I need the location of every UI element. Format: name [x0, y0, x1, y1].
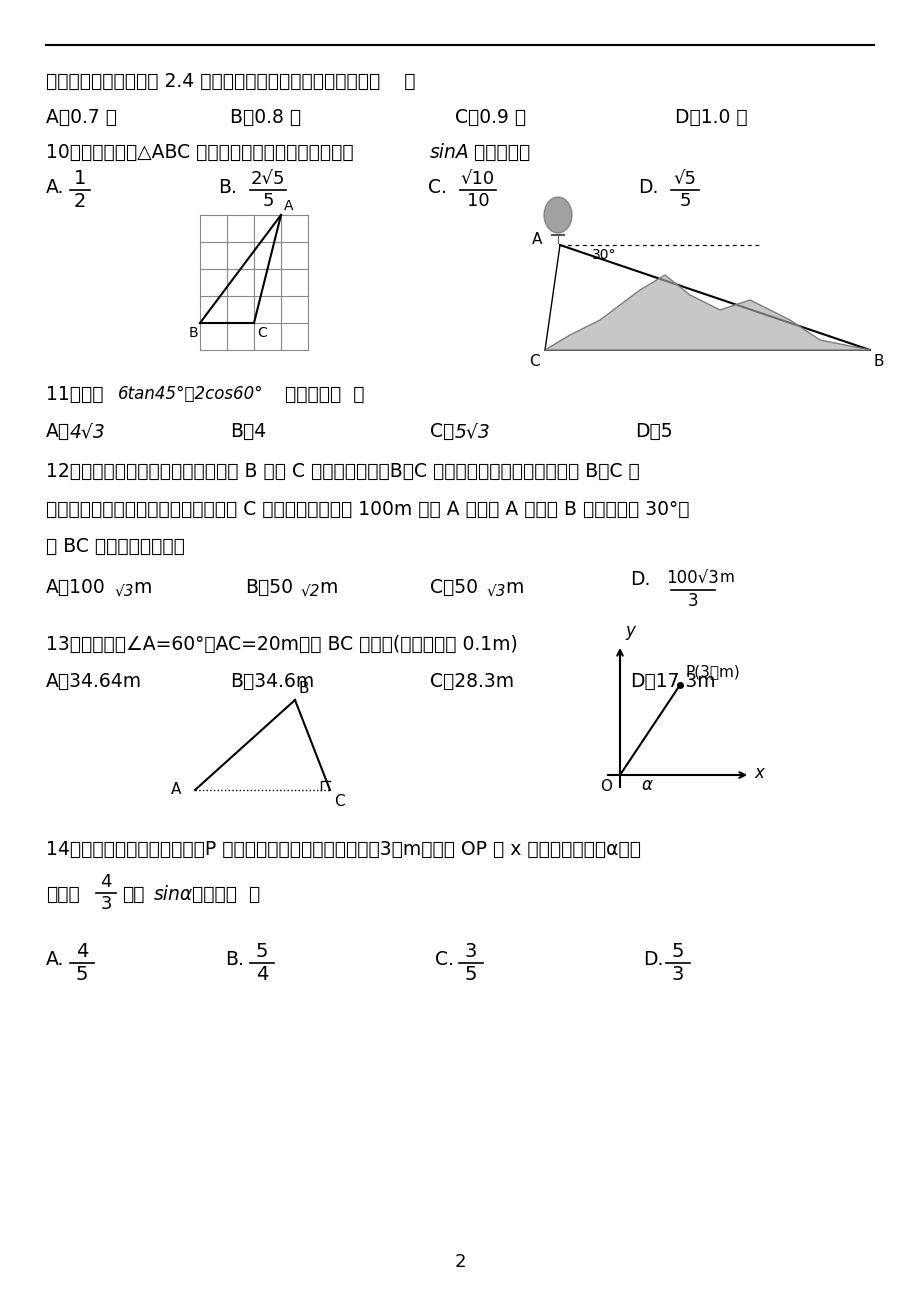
Text: m: m	[720, 570, 734, 585]
Text: 地之间的距离，某工程师乘坐热气球从 C 地出发，垂直上升 100m 到达 A 处，在 A 处观察 B 地的俯角为 30°，: 地之间的距离，某工程师乘坐热气球从 C 地出发，垂直上升 100m 到达 A 处…	[46, 500, 688, 519]
Text: C: C	[334, 794, 345, 809]
Text: A: A	[531, 233, 541, 247]
Text: 4: 4	[255, 965, 268, 984]
Text: 1: 1	[74, 169, 86, 187]
Text: 5: 5	[255, 943, 268, 961]
Text: D.: D.	[630, 570, 650, 589]
Text: C: C	[256, 326, 267, 340]
Text: sinα: sinα	[153, 885, 193, 904]
Text: A.: A.	[46, 950, 64, 969]
Text: A．100: A．100	[46, 578, 106, 598]
Text: D．1.0 米: D．1.0 米	[675, 108, 747, 128]
Text: α: α	[641, 776, 652, 794]
Text: C．28.3m: C．28.3m	[429, 672, 514, 691]
Text: B．4: B．4	[230, 422, 266, 441]
Text: 则 BC 两地之间的距离为: 则 BC 两地之间的距离为	[46, 536, 185, 556]
Text: B: B	[873, 354, 883, 368]
Text: 5: 5	[678, 191, 690, 210]
Text: 3: 3	[686, 592, 698, 611]
Text: 3: 3	[671, 965, 684, 984]
Text: C．: C．	[429, 422, 454, 441]
Text: 木梯，准备把拉花挂到 2.4 米高的墙上，则梯脚与墙距离应为（    ）: 木梯，准备把拉花挂到 2.4 米高的墙上，则梯脚与墙距离应为（ ）	[46, 72, 415, 91]
Text: √3: √3	[115, 583, 134, 598]
Text: P(3，m): P(3，m)	[686, 664, 740, 680]
Text: √10: √10	[460, 171, 494, 187]
Text: 2√5: 2√5	[251, 171, 285, 187]
Text: 10、如图所示，△ABC 的顶点是正方形网格的格点，则: 10、如图所示，△ABC 的顶点是正方形网格的格点，则	[46, 143, 359, 161]
Text: B.: B.	[218, 178, 236, 197]
Text: C．0.9 米: C．0.9 米	[455, 108, 526, 128]
Text: B．50: B．50	[244, 578, 292, 598]
Text: A．: A．	[46, 422, 70, 441]
Text: 4: 4	[75, 943, 88, 961]
Text: 5: 5	[262, 191, 274, 210]
Text: m: m	[319, 578, 337, 598]
Text: D．17.3m: D．17.3m	[630, 672, 715, 691]
Text: y: y	[624, 622, 634, 641]
Text: 6tan45°－2cos60°: 6tan45°－2cos60°	[118, 385, 264, 404]
Text: 11、计算: 11、计算	[46, 385, 104, 404]
Text: C.: C.	[435, 950, 453, 969]
Text: O: O	[599, 779, 611, 794]
Text: A: A	[170, 783, 181, 798]
Text: 2: 2	[74, 191, 86, 211]
Text: 4√3: 4√3	[70, 422, 106, 441]
Text: m: m	[133, 578, 152, 598]
Text: B: B	[188, 326, 198, 340]
Text: m: m	[505, 578, 523, 598]
Text: C.: C.	[427, 178, 447, 197]
Text: B.: B.	[225, 950, 244, 969]
Text: 5√3: 5√3	[455, 422, 490, 441]
Text: B: B	[299, 681, 309, 697]
Text: sinA: sinA	[429, 143, 470, 161]
Text: 4: 4	[100, 874, 111, 891]
Text: B．34.6m: B．34.6m	[230, 672, 314, 691]
Ellipse shape	[543, 197, 572, 233]
Polygon shape	[544, 275, 869, 350]
Text: 30°: 30°	[591, 247, 616, 262]
Text: D.: D.	[642, 950, 663, 969]
Text: A．0.7 米: A．0.7 米	[46, 108, 117, 128]
Text: √2: √2	[301, 583, 320, 598]
Text: 12、如图，某地修建高速公路，要从 B 地向 C 地修一座隧道（B，C 在同一水平面上），为了测量 B，C 两: 12、如图，某地修建高速公路，要从 B 地向 C 地修一座隧道（B，C 在同一水…	[46, 462, 639, 480]
Text: 3: 3	[464, 943, 477, 961]
Text: ，则: ，则	[122, 885, 144, 904]
Text: C: C	[528, 354, 539, 368]
Text: 的值是【  】: 的值是【 】	[192, 885, 260, 904]
Text: √3: √3	[486, 583, 506, 598]
Text: 5: 5	[671, 943, 684, 961]
Text: 切值是: 切值是	[46, 885, 80, 904]
Text: 2: 2	[454, 1253, 465, 1271]
Text: 14、如图，在直角坐标系中，P 是第一象限内的点，其坐标是（3，m），且 OP 与 x 轴正半轴的夹角α的正: 14、如图，在直角坐标系中，P 是第一象限内的点，其坐标是（3，m），且 OP …	[46, 840, 641, 859]
Text: D.: D.	[637, 178, 658, 197]
Text: B．0.8 米: B．0.8 米	[230, 108, 301, 128]
Text: 13、如图，若∠A=60°，AC=20m，则 BC 大约是(结果精确到 0.1m): 13、如图，若∠A=60°，AC=20m，则 BC 大约是(结果精确到 0.1m…	[46, 635, 517, 654]
Text: 的结果是【  】: 的结果是【 】	[285, 385, 364, 404]
Text: A.: A.	[46, 178, 64, 197]
Text: D．5: D．5	[634, 422, 672, 441]
Text: x: x	[754, 764, 763, 783]
Text: 10: 10	[466, 191, 489, 210]
Text: C．50: C．50	[429, 578, 478, 598]
Text: 100√3: 100√3	[666, 570, 719, 589]
Text: 3: 3	[100, 894, 111, 913]
Text: A．34.64m: A．34.64m	[46, 672, 142, 691]
Text: 5: 5	[75, 965, 88, 984]
Text: A: A	[284, 199, 293, 214]
Text: √5: √5	[673, 171, 696, 187]
Text: 5: 5	[464, 965, 477, 984]
Text: 的值为（）: 的值为（）	[468, 143, 529, 161]
